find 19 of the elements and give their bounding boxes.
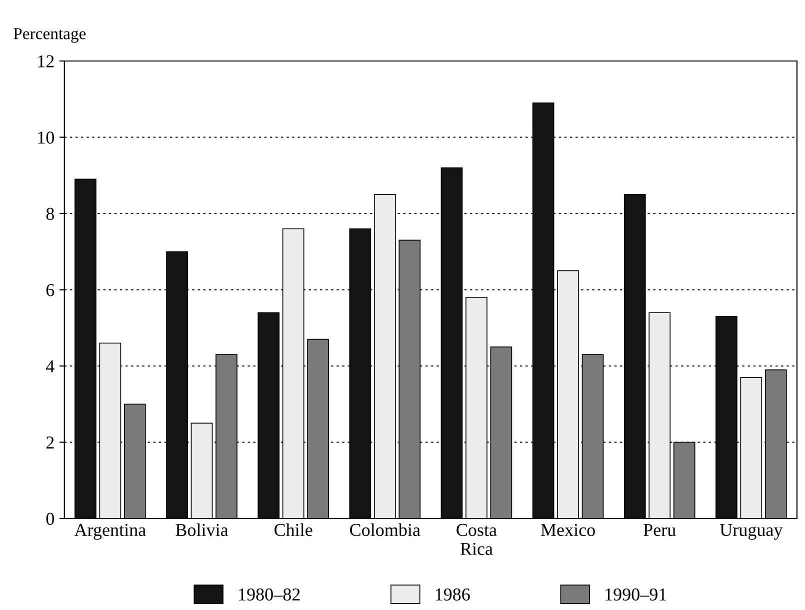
x-tick-label: Colombia [350,523,420,536]
y-tick-label: 0 [46,512,54,525]
x-tick-label: Uruguay [720,524,783,540]
y-tick-label: 4 [46,360,54,372]
x-tick-label: Peru [644,524,676,536]
y-tick-label: 10 [38,132,54,144]
y-tick-label: 6 [46,284,54,296]
legend-label: 1986 [436,588,470,601]
x-tick-label: Chile [274,523,312,536]
y-tick-label: 12 [38,55,54,68]
x-tick-label: Mexico [540,524,595,536]
legend-label: 1980–82 [239,588,300,601]
y-tick-label: 8 [46,208,54,220]
x-tick-label: Argentina [74,524,146,540]
legend-label: 1990–91 [606,588,666,601]
y-tick-label: 2 [46,436,54,449]
y-axis-title: Percentage [14,28,86,43]
x-tick-label: Bolivia [176,523,228,536]
x-tick-label: Costa Rica [456,524,497,555]
